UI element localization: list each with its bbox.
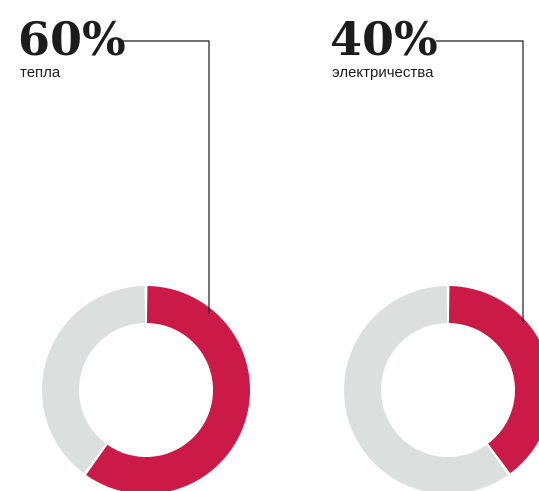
donut-heat	[41, 286, 250, 491]
donut-slice-remainder	[344, 286, 508, 491]
donut-slice-highlight	[86, 286, 250, 491]
donut-slice-remainder	[41, 286, 146, 474]
electricity-caption: электричества	[332, 64, 434, 81]
electricity-percent-label: 40%	[330, 12, 438, 66]
heat-caption: тепла	[20, 64, 61, 81]
leader-line-electricity	[436, 40, 524, 322]
heat-percent-label: 60%	[18, 12, 126, 66]
leader-line-heat	[121, 40, 210, 314]
donut-slice-highlight	[448, 286, 539, 474]
donut-electricity	[344, 286, 539, 491]
